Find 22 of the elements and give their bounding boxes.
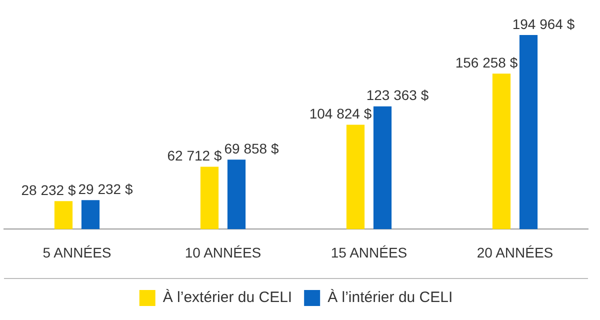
x-tick-label: 20 ANNÉES xyxy=(476,244,554,260)
data-label: 123 363 $ xyxy=(366,87,429,104)
data-label: 28 232 $ xyxy=(21,182,76,198)
bar xyxy=(227,160,246,230)
bar xyxy=(346,124,365,230)
x-tick-label: 5 ANNÉES xyxy=(42,244,112,260)
data-label: 29 232 $ xyxy=(78,180,133,197)
legend-label: À l’extérier du CELI xyxy=(162,288,292,306)
data-label: 104 824 $ xyxy=(309,106,372,122)
bar xyxy=(54,201,73,230)
x-tick-label: 10 ANNÉES xyxy=(184,244,262,260)
data-label: 156 258 $ xyxy=(455,54,518,70)
x-tick-label: 15 ANNÉES xyxy=(330,244,408,260)
data-label: 194 964 $ xyxy=(512,16,575,32)
bar xyxy=(373,106,392,230)
legend-label: À l’intérier du CELI xyxy=(328,288,453,306)
bar xyxy=(519,35,538,230)
bar xyxy=(81,200,100,230)
data-label: 69 858 $ xyxy=(224,140,279,156)
data-label: 62 712 $ xyxy=(167,148,222,164)
bar xyxy=(200,166,219,230)
bar xyxy=(492,74,511,230)
